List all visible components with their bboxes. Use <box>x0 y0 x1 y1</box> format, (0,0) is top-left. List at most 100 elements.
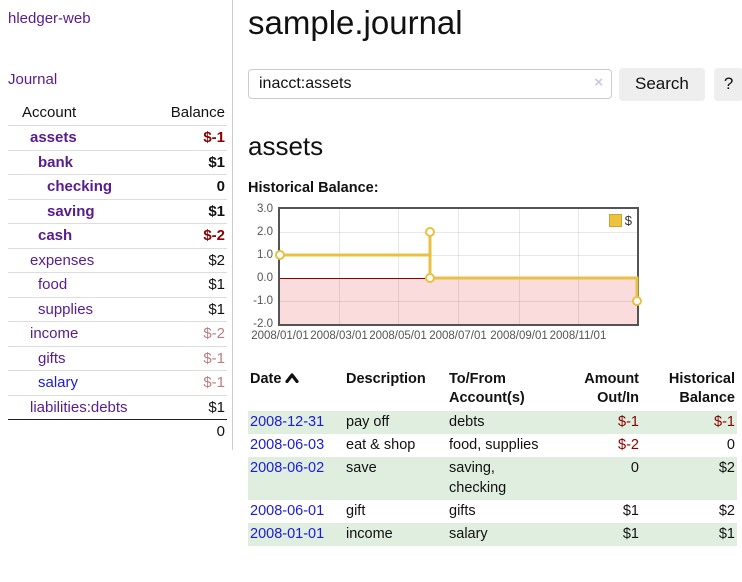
transaction-amount: $1 <box>622 502 639 519</box>
account-link-liabilities-debts[interactable]: liabilities:debts <box>30 398 128 416</box>
register-row: 2008-06-01 gift gifts $1 $2 <box>248 500 737 523</box>
account-balance: $-1 <box>203 129 225 146</box>
account-balance: $2 <box>208 251 225 269</box>
account-heading: assets <box>248 130 324 161</box>
account-link-saving[interactable]: saving <box>47 202 95 220</box>
accounts-total-row: 0 <box>8 419 227 444</box>
data-point-marker <box>275 249 285 260</box>
transaction-date-link[interactable]: 2008-12-31 <box>250 414 325 431</box>
data-point-marker <box>425 272 435 283</box>
legend-label: $ <box>624 212 632 228</box>
x-tick-label: 2008/03/01 <box>310 329 368 342</box>
date-column-header[interactable]: Date <box>248 367 344 411</box>
account-link-bank[interactable]: bank <box>38 153 74 171</box>
transaction-date-link[interactable]: 2008-06-01 <box>250 502 325 519</box>
transaction-balance: $2 <box>718 460 735 477</box>
data-point-marker <box>632 295 642 306</box>
account-row: saving $1 <box>8 199 227 224</box>
register-row: 2008-06-03 eat & shop food, supplies $-2… <box>248 434 737 457</box>
amount-column-header: Amount Out/In <box>584 370 639 407</box>
account-row: food $1 <box>8 272 227 298</box>
transaction-date-link[interactable]: 2008-01-01 <box>250 525 325 542</box>
register-header-row: Date Description To/From Account(s) Amou… <box>248 367 737 411</box>
x-tick-label: 2008/07/01 <box>429 329 487 342</box>
search-box: × <box>248 69 612 100</box>
historical-balance-chart: 3.0 2.0 1.0 0.0 -1.0 -2.0 <box>248 202 642 347</box>
x-tick-label: 2008/05/01 <box>369 329 427 342</box>
page-title: sample.journal <box>248 4 463 41</box>
account-balance: $1 <box>208 300 225 318</box>
account-column-header: To/From Account(s) <box>449 370 525 407</box>
account-link-supplies[interactable]: supplies <box>38 300 94 318</box>
transaction-amount: $-2 <box>618 437 639 454</box>
y-tick-label: 1.0 <box>257 248 273 261</box>
transaction-date-link[interactable]: 2008-06-03 <box>250 437 325 454</box>
gridline <box>578 208 579 324</box>
account-link-income[interactable]: income <box>30 325 79 342</box>
y-tick-label: 2.0 <box>257 225 273 238</box>
account-row: liabilities:debts $1 <box>8 395 227 420</box>
account-row: assets $-1 <box>8 125 227 151</box>
account-link-cash[interactable]: cash <box>38 227 73 244</box>
account-link-gifts[interactable]: gifts <box>38 349 66 367</box>
transaction-balance: $-1 <box>714 414 735 431</box>
account-balance: $1 <box>208 153 225 171</box>
register-table: Date Description To/From Account(s) Amou… <box>248 367 737 546</box>
y-tick-label: -2.0 <box>253 317 273 330</box>
chart-legend: $ <box>608 212 632 228</box>
search-input[interactable] <box>248 69 612 100</box>
gridline <box>280 300 637 302</box>
help-button[interactable]: ? <box>713 67 742 101</box>
transaction-amount: 0 <box>630 460 639 477</box>
transaction-accounts: debts <box>449 414 485 431</box>
account-row: bank $1 <box>8 150 227 175</box>
negative-region-fill <box>280 277 637 324</box>
account-link-checking[interactable]: checking <box>47 178 113 195</box>
y-tick-label: 0.0 <box>257 271 273 284</box>
transaction-date-link[interactable]: 2008-06-02 <box>250 460 325 477</box>
transaction-description: gift <box>346 502 366 519</box>
transaction-description: save <box>346 460 377 477</box>
legend-swatch-icon <box>608 213 622 227</box>
chart-title: Historical Balance: <box>248 179 379 196</box>
account-link-expenses[interactable]: expenses <box>30 251 95 269</box>
account-link-salary[interactable]: salary <box>38 374 79 391</box>
accounts-total-value: 0 <box>156 419 227 444</box>
app-title-link[interactable]: hledger-web <box>8 10 91 27</box>
y-tick-label: 3.0 <box>257 202 273 215</box>
clear-search-icon[interactable]: × <box>594 74 603 92</box>
x-tick-label: 2008/01/01 <box>251 329 309 342</box>
account-column-header: Account <box>22 104 77 121</box>
account-row: income $-2 <box>8 321 227 347</box>
balance-column-header: Historical Balance <box>668 370 735 407</box>
gridline <box>398 208 399 324</box>
transaction-balance: $1 <box>718 525 735 542</box>
account-row: supplies $1 <box>8 297 227 322</box>
search-form: × Search ? <box>248 67 742 101</box>
transaction-amount: $-1 <box>618 414 639 431</box>
account-row: expenses $2 <box>8 248 227 273</box>
transaction-description: eat & shop <box>346 437 416 454</box>
account-balance: $-1 <box>203 349 225 367</box>
sidebar-item-journal[interactable]: Journal <box>8 71 58 88</box>
gridline <box>519 208 520 324</box>
description-column-header: Description <box>346 370 426 387</box>
register-row: 2008-12-31 pay off debts $-1 $-1 <box>248 411 737 435</box>
sort-ascending-icon <box>285 373 300 384</box>
transaction-accounts: saving, checking <box>449 460 507 496</box>
account-row: salary $-1 <box>8 370 227 396</box>
account-link-food[interactable]: food <box>38 276 68 293</box>
transaction-balance: 0 <box>726 437 735 454</box>
transaction-description: pay off <box>346 414 390 431</box>
account-balance: $-1 <box>203 374 225 391</box>
transaction-accounts: food, supplies <box>449 437 539 454</box>
account-link-assets[interactable]: assets <box>30 129 77 146</box>
accounts-table: Account Balance assets $-1 bank $1 check… <box>8 101 227 444</box>
register-row: 2008-01-01 income salary $1 $1 <box>248 522 737 546</box>
account-balance: $-2 <box>203 227 225 244</box>
search-button[interactable]: Search <box>619 67 705 101</box>
transaction-description: income <box>346 525 393 542</box>
account-balance: $1 <box>208 398 225 416</box>
balance-column-header: Balance <box>170 104 225 121</box>
x-tick-label: 2008/09/01 <box>490 329 548 342</box>
